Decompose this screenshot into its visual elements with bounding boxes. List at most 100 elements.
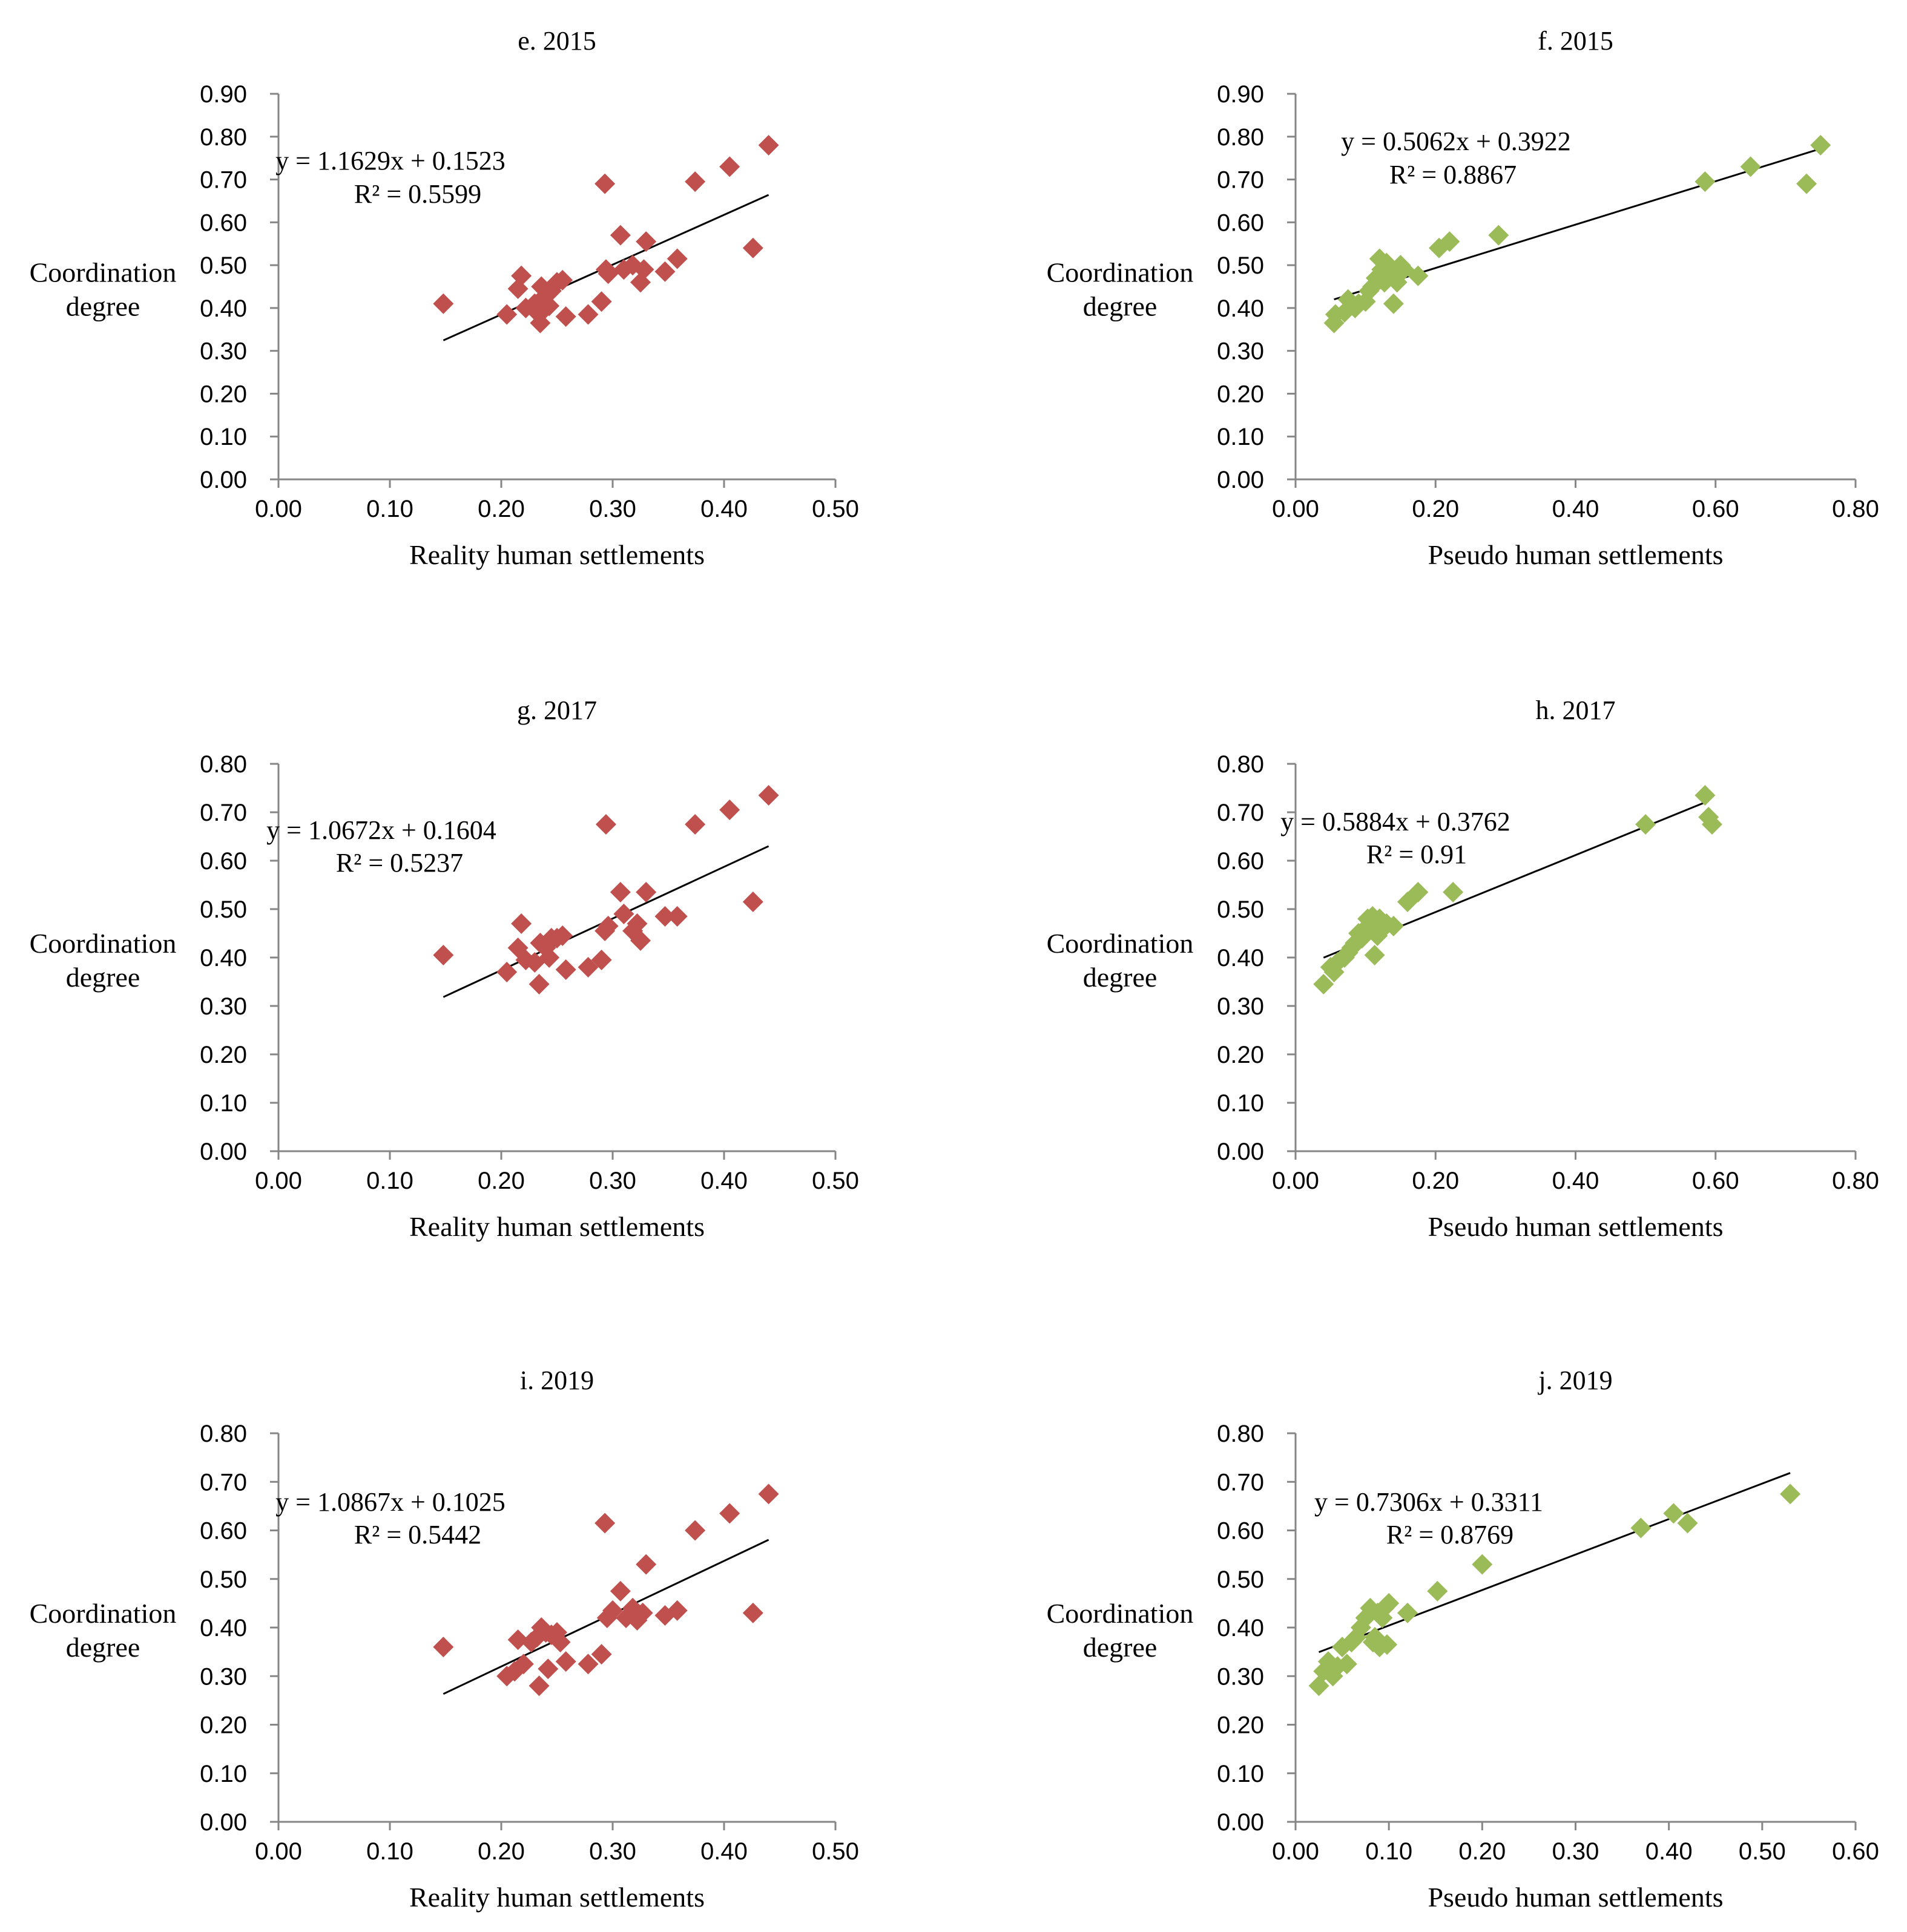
y-tick-label: 0.70 xyxy=(200,800,247,826)
x-tick-label: 0.10 xyxy=(366,1838,413,1865)
x-tick-label: 0.20 xyxy=(478,496,525,522)
data-point xyxy=(742,892,763,912)
scatter-chart-1: e. 2015 0.00 0.10 0.20 0.30 0.40 0.50 0.60 0.70 0… xyxy=(30,26,859,570)
data-point xyxy=(654,906,676,927)
trend-equation: y = 0.7306x + 0.3311 xyxy=(1314,1487,1543,1517)
data-point xyxy=(1443,882,1464,902)
y-tick-label: 0.40 xyxy=(1217,295,1264,322)
data-point xyxy=(594,173,616,194)
data-point xyxy=(433,945,454,965)
data-point xyxy=(578,1654,599,1675)
data-point xyxy=(591,291,612,312)
y-tick-label: 0.10 xyxy=(1217,1761,1264,1787)
data-point xyxy=(578,957,599,978)
y-axis-title-line2: degree xyxy=(1083,291,1158,322)
x-tick-label: 0.30 xyxy=(589,1838,636,1865)
y-axis-title-line1: Coordination xyxy=(1047,928,1194,959)
x-tick-label: 0.20 xyxy=(1458,1838,1506,1865)
y-tick-label: 0.80 xyxy=(200,1421,247,1447)
data-point xyxy=(1663,1503,1684,1524)
y-tick-label: 0.00 xyxy=(1217,1809,1264,1836)
x-tick-label: 0.50 xyxy=(812,1838,859,1865)
y-tick-label: 0.30 xyxy=(200,1663,247,1690)
chart-title: j. 2019 xyxy=(1537,1365,1612,1395)
data-point xyxy=(636,882,657,902)
data-point xyxy=(552,925,573,946)
y-tick-label: 0.70 xyxy=(1217,1469,1264,1496)
data-point xyxy=(654,261,676,282)
data-point xyxy=(610,1580,631,1602)
y-tick-label: 0.00 xyxy=(200,467,247,493)
x-tick-label: 0.50 xyxy=(1739,1838,1786,1865)
trend-equation: y = 1.1629x + 0.1523 xyxy=(275,146,506,176)
y-tick-label: 0.60 xyxy=(1217,848,1264,875)
x-tick-label: 0.20 xyxy=(478,1838,525,1865)
x-tick-label: 0.10 xyxy=(366,1168,413,1194)
data-point xyxy=(591,950,612,970)
data-point xyxy=(685,1520,706,1541)
scatter-chart-3: g. 2017 0.00 0.10 0.20 0.30 0.40 0.50 0.60 0.70 0… xyxy=(30,695,859,1242)
y-tick-label: 0.30 xyxy=(1217,993,1264,1020)
data-point xyxy=(719,800,740,820)
data-point xyxy=(1377,1634,1398,1655)
chart-title: g. 2017 xyxy=(517,695,597,725)
y-axis-title-line1: Coordination xyxy=(30,1598,177,1629)
data-point xyxy=(433,1637,454,1658)
scatter-chart-4: h. 2017 0.00 0.10 0.20 0.30 0.40 0.50 0.60 0.70 0… xyxy=(1047,695,1879,1242)
data-point xyxy=(667,1600,688,1621)
x-tick-label: 0.20 xyxy=(478,1168,525,1194)
y-tick-label: 0.70 xyxy=(1217,167,1264,194)
y-tick-label: 0.10 xyxy=(1217,424,1264,450)
data-point xyxy=(433,293,454,314)
data-point xyxy=(1313,974,1334,994)
data-point xyxy=(742,1602,763,1623)
data-point xyxy=(555,1651,576,1672)
trend-r-squared: R² = 0.5599 xyxy=(354,179,481,209)
x-axis-title: Reality human settlements xyxy=(409,1211,705,1242)
y-tick-label: 0.40 xyxy=(200,945,247,971)
scatter-chart-6: j. 2019 0.00 0.10 0.20 0.30 0.40 0.50 0.60 0.70 0… xyxy=(1047,1365,1879,1913)
data-point xyxy=(1397,1602,1418,1623)
data-point xyxy=(1488,225,1509,246)
x-tick-label: 0.30 xyxy=(1552,1838,1599,1865)
x-axis-title: Pseudo human settlements xyxy=(1428,1211,1723,1242)
y-tick-label: 0.10 xyxy=(200,424,247,450)
data-point xyxy=(1439,231,1460,252)
data-point xyxy=(613,904,634,924)
data-point xyxy=(610,225,631,246)
trend-equation: y = 1.0672x + 0.1604 xyxy=(266,815,496,845)
x-tick-label: 0.00 xyxy=(255,1838,302,1865)
y-tick-label: 0.50 xyxy=(200,896,247,923)
x-tick-label: 0.50 xyxy=(812,1168,859,1194)
data-point xyxy=(1630,1517,1652,1539)
y-tick-label: 0.00 xyxy=(200,1809,247,1836)
data-point xyxy=(610,882,631,902)
y-axis-title-line2: degree xyxy=(66,1632,140,1663)
data-point xyxy=(513,1654,534,1675)
trend-r-squared: R² = 0.5442 xyxy=(354,1520,481,1549)
x-axis-title: Reality human settlements xyxy=(409,1882,705,1913)
x-tick-label: 0.10 xyxy=(1365,1838,1412,1865)
data-point xyxy=(1810,134,1831,156)
trend-r-squared: R² = 0.8769 xyxy=(1386,1520,1513,1549)
data-point xyxy=(633,259,654,280)
y-tick-label: 0.30 xyxy=(200,993,247,1020)
y-tick-label: 0.60 xyxy=(1217,209,1264,236)
chart-title: i. 2019 xyxy=(520,1365,594,1395)
data-point xyxy=(632,1602,653,1623)
data-point xyxy=(1383,916,1404,936)
data-point xyxy=(1695,171,1716,192)
y-tick-label: 0.80 xyxy=(200,751,247,778)
data-point xyxy=(1472,1554,1493,1575)
y-tick-label: 0.70 xyxy=(200,167,247,194)
data-point xyxy=(1780,1484,1801,1505)
data-point xyxy=(636,1554,657,1575)
x-tick-label: 0.10 xyxy=(366,496,413,522)
trend-equation: y = 0.5062x + 0.3922 xyxy=(1341,126,1571,156)
x-tick-label: 0.00 xyxy=(1272,1168,1319,1194)
y-tick-label: 0.60 xyxy=(1217,1518,1264,1545)
data-point xyxy=(630,930,651,951)
x-tick-label: 0.40 xyxy=(1552,1168,1599,1194)
data-point xyxy=(496,962,518,982)
x-tick-label: 0.00 xyxy=(1272,496,1319,522)
